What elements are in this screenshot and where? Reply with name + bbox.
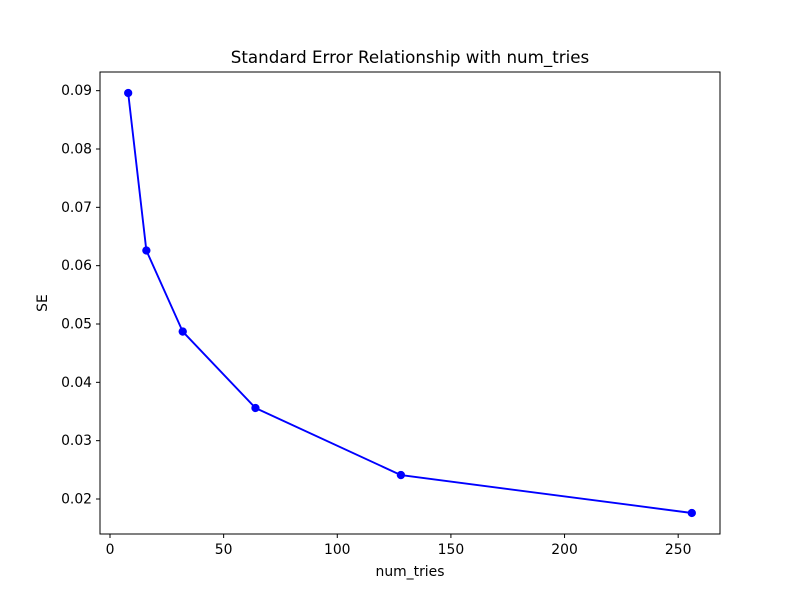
y-tick-label: 0.06 — [61, 258, 92, 274]
data-point — [124, 88, 133, 98]
y-tick-label: 0.02 — [61, 492, 92, 508]
x-tick-label: 250 — [665, 542, 692, 558]
y-tick-label: 0.03 — [61, 433, 92, 449]
y-tick-label: 0.08 — [61, 142, 92, 158]
data-point — [687, 508, 696, 518]
data-line — [127, 92, 693, 514]
x-tick-label: 150 — [438, 542, 465, 558]
x-tick-label: 100 — [324, 542, 351, 558]
axes-spines — [99, 71, 721, 535]
y-tick-label: 0.09 — [61, 83, 92, 99]
chart-content: 0 50 100 150 200 250 0.02 0.03 0.04 0.05 0.06 0.07 0… — [61, 83, 696, 558]
x-tick-label: 200 — [551, 542, 578, 558]
x-tick-label: 50 — [215, 542, 233, 558]
y-tick-label: 0.07 — [61, 200, 92, 216]
x-axis-label: num_tries — [376, 564, 445, 580]
data-point — [251, 403, 260, 413]
chart-title: Standard Error Relationship with num_tri… — [231, 47, 589, 68]
x-tick-label: 0 — [106, 542, 115, 558]
data-point — [396, 470, 406, 480]
data-point — [142, 246, 151, 255]
plot-area — [100, 72, 720, 534]
data-point — [178, 327, 187, 336]
y-tick-label: 0.05 — [61, 317, 92, 333]
y-axis-label: SE — [35, 294, 51, 312]
y-tick-label: 0.04 — [61, 375, 92, 391]
